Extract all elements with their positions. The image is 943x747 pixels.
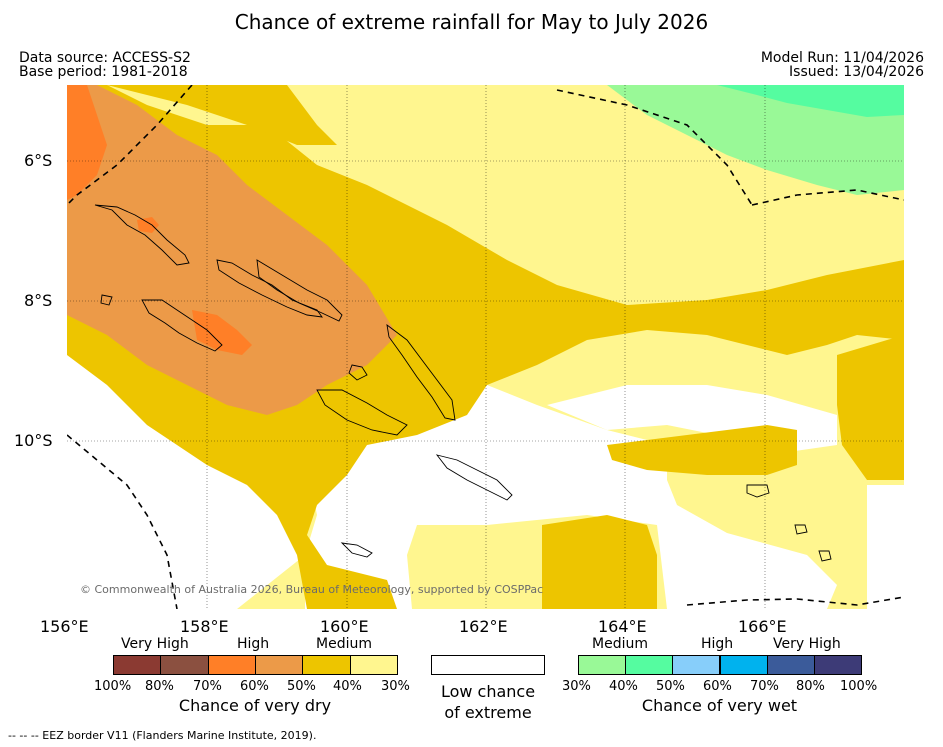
wet-pct-50: 50% (656, 679, 685, 694)
wet-category-medium: Medium (592, 636, 648, 652)
lon-label-158e: 158°E (180, 617, 229, 636)
eez-border-southeast (686, 596, 904, 606)
wet-pct-80: 80% (796, 679, 825, 694)
wet-pct-70: 70% (750, 679, 779, 694)
lat-label-10s: 10°S (14, 431, 53, 450)
island-malaita (386, 323, 456, 421)
dry-pct-30: 30% (381, 679, 410, 694)
wet-category-high: High (701, 636, 734, 652)
island-vanikoro (794, 524, 808, 535)
low-chance-region-southeast (867, 485, 904, 609)
data-source-text: Data source: ACCESS-S2 (19, 50, 191, 66)
lon-label-162e: 162°E (459, 617, 508, 636)
dry-swatch-4 (255, 655, 304, 675)
wet-pct-60: 60% (703, 679, 732, 694)
lon-label-156e: 156°E (40, 617, 89, 636)
dry-category-very-high: Very High (121, 636, 189, 652)
medium-dry-region-southeast (837, 335, 904, 480)
island-shortland (100, 294, 113, 306)
dry-pct-40: 40% (333, 679, 362, 694)
island-makira (435, 454, 513, 501)
island-new-georgia (141, 299, 223, 352)
dry-caption: Chance of very dry (178, 696, 332, 715)
dry-swatch-1 (113, 655, 162, 675)
island-rennell (340, 542, 373, 558)
dry-pct-80: 80% (145, 679, 174, 694)
eez-border-southwest (67, 434, 178, 609)
medium-dry-band-east (607, 425, 797, 475)
wet-swatch-6 (813, 655, 862, 675)
dry-pct-60: 60% (240, 679, 269, 694)
rainfall-map (67, 85, 904, 609)
wet-pct-40: 40% (609, 679, 638, 694)
dry-category-high: High (237, 636, 270, 652)
high-dry-region (67, 85, 397, 415)
high-dry-patch-northwest (67, 85, 107, 200)
lon-label-166e: 166°E (738, 617, 787, 636)
low-caption-line2: of extreme (444, 703, 532, 722)
dry-pct-100: 100% (94, 679, 132, 694)
low-chance-region-south (302, 375, 837, 609)
low-chance-swatch (431, 655, 545, 675)
wet-pct-30: 30% (562, 679, 591, 694)
island-choiseul (216, 259, 323, 318)
wet-swatch-4 (719, 655, 768, 675)
medium-wet-region (607, 85, 904, 195)
low-caption-line1: Low chance (440, 682, 536, 701)
island-savo (348, 364, 368, 381)
wet-swatch-1 (578, 655, 627, 675)
dry-swatch-3 (207, 655, 256, 675)
dry-category-medium: Medium (316, 636, 372, 652)
dry-swatch-5 (302, 655, 351, 675)
medium-dry-region-south-island (542, 515, 657, 609)
base-period-text: Base period: 1981-2018 (19, 64, 188, 80)
eez-border-east (751, 189, 904, 206)
lon-label-160e: 160°E (320, 617, 369, 636)
map-title: Chance of extreme rainfall for May to Ju… (234, 10, 709, 34)
wet-caption: Chance of very wet (641, 696, 798, 715)
dry-swatch-2 (160, 655, 209, 675)
issued-text: Issued: 13/04/2026 (789, 64, 924, 80)
wet-category-very-high: Very High (773, 636, 841, 652)
wet-swatch-5 (766, 655, 815, 675)
copyright-text: © Commonwealth of Australia 2026, Bureau… (80, 583, 544, 596)
lat-label-8s: 8°S (24, 291, 53, 310)
eez-footnote: -- -- -- EEZ border V11 (Flanders Marine… (8, 729, 317, 742)
eez-border-northeast (556, 89, 753, 206)
eez-border-lines (67, 85, 904, 609)
low-chance-region-southwest (67, 353, 307, 609)
eez-border-northwest (67, 85, 193, 206)
wet-swatch-2 (625, 655, 674, 675)
island-santa-isabel (256, 259, 343, 322)
high-dry-patch-small (137, 217, 159, 233)
wet-pct-100: 100% (840, 679, 878, 694)
island-bougainville (94, 204, 190, 266)
dry-pct-50: 50% (287, 679, 316, 694)
island-tikopia (818, 550, 832, 562)
lon-label-164e: 164°E (598, 617, 647, 636)
island-santa-cruz (746, 484, 770, 498)
dry-swatch-6 (349, 655, 398, 675)
wet-swatch-3 (672, 655, 721, 675)
dry-pct-70: 70% (193, 679, 222, 694)
high-wet-region (717, 85, 904, 117)
model-run-text: Model Run: 11/04/2026 (760, 50, 924, 66)
island-outlines (94, 204, 832, 562)
lat-label-6s: 6°S (24, 151, 53, 170)
island-guadalcanal (316, 389, 408, 436)
medium-dry-region-north (107, 85, 337, 145)
